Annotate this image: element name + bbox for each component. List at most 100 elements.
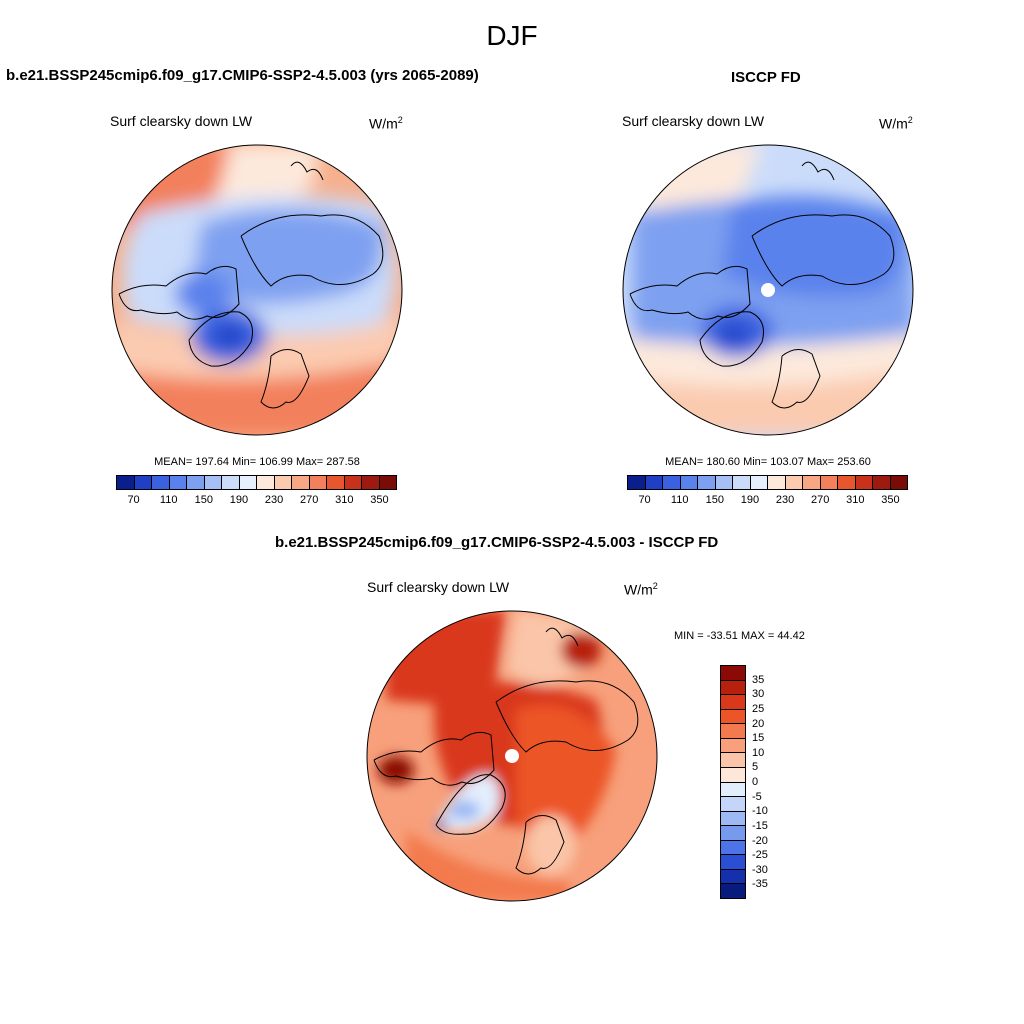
colorbar-tick-label: 70 [638, 494, 651, 506]
panel-diff-title: b.e21.BSSP245cmip6.f09_g17.CMIP6-SSP2-4.… [275, 534, 719, 551]
region-pacific-hotspot [561, 632, 601, 668]
colorbar-tick-label: 230 [775, 494, 795, 506]
colorbar-swatch [292, 476, 310, 489]
region-siberia [722, 196, 904, 297]
panel-model-stats: MEAN= 197.64 Min= 106.99 Max= 287.58 [154, 456, 360, 468]
colorbar-swatch [750, 476, 768, 489]
colorbar-swatch [663, 476, 681, 489]
panel-diff-colorbar-ticks: 35 30 25 20 15 10 5 0 -5 -10 -15 -20 -25 -30 -35 [752, 665, 792, 899]
colorbar-swatch [721, 666, 745, 681]
colorbar-swatch [721, 738, 745, 754]
colorbar-tick-label: 310 [335, 494, 354, 506]
panel-obs-units: W/m2 [879, 115, 913, 132]
colorbar-swatch [768, 476, 786, 489]
colorbar-tick-label: -5 [752, 790, 762, 803]
colorbar-swatch [645, 476, 663, 489]
region-greenland-core [719, 324, 749, 344]
colorbar-tick-label: -35 [752, 878, 768, 891]
colorbar-tick-label: 30 [752, 688, 765, 701]
colorbar-tick-label: 230 [264, 494, 284, 506]
colorbar-tick-label: 20 [752, 717, 765, 730]
colorbar-swatch [733, 476, 751, 489]
region-alaska-hotspot [378, 756, 414, 784]
colorbar-swatch [715, 476, 733, 489]
colorbar-swatch [721, 695, 745, 710]
colorbar-swatch [239, 476, 257, 489]
colorbar-tick-label: 150 [705, 494, 724, 506]
colorbar-swatch [721, 709, 745, 725]
colorbar-tick-label: 110 [159, 494, 178, 506]
colorbar-swatch [721, 855, 745, 870]
map-border [622, 144, 914, 436]
colorbar-tick-label: 270 [300, 494, 319, 506]
coastlines [373, 627, 639, 875]
colorbar-tick-label: 5 [752, 761, 759, 774]
region-canadian-archipelago [175, 272, 231, 316]
colorbar-tick-label: 10 [752, 746, 765, 759]
panel-diff-units: W/m2 [624, 581, 658, 598]
colorbar-swatch [309, 476, 327, 489]
region-greenland-negative [448, 800, 480, 820]
panel-diff-colorbar [720, 665, 746, 899]
panel-diff-stats: MIN = -33.51 MAX = 44.42 [674, 630, 805, 642]
colorbar-tick-label: -20 [752, 834, 768, 847]
colorbar-swatch [680, 476, 698, 489]
panel-diff-variable: Surf clearsky down LW [367, 579, 510, 595]
colorbar-tick-label: 270 [811, 494, 830, 506]
colorbar-tick-label: 350 [370, 494, 389, 506]
colorbar-swatch [721, 782, 745, 798]
colorbar-tick-label: 70 [127, 494, 140, 506]
colorbar-tick-label: 150 [194, 494, 213, 506]
pole-missing-data [505, 749, 519, 763]
colorbar-swatch [721, 811, 745, 827]
region-siberia-canada [191, 209, 383, 304]
panel-model-colorbar: 70 110 150 190 230 270 310 350 [116, 475, 397, 510]
region-bering [506, 611, 596, 690]
colorbar-tick-label: 110 [670, 494, 689, 506]
colorbar-swatch [721, 680, 745, 696]
map-border [111, 144, 403, 436]
panel-obs-title: ISCCP FD [731, 69, 801, 86]
pole-missing-data [761, 283, 775, 297]
colorbar-tick-label: 0 [752, 776, 759, 788]
colorbar-swatch [855, 476, 873, 489]
colorbar-swatch [379, 476, 396, 489]
colorbar-swatch [274, 476, 292, 489]
colorbar-swatch [698, 476, 716, 489]
colorbar-swatch [721, 840, 745, 856]
coastlines [118, 161, 384, 409]
colorbar-tick-label: 35 [752, 673, 765, 686]
colorbar-tick-label: 25 [752, 702, 765, 715]
colorbar-swatch [327, 476, 345, 489]
region-greenland-core [213, 325, 245, 347]
colorbar-tick-label: -30 [752, 863, 768, 876]
colorbar-swatch [344, 476, 362, 489]
colorbar-swatch [721, 797, 745, 812]
panel-diff-map [366, 610, 658, 902]
panel-obs-map [622, 144, 914, 436]
colorbar-swatch [838, 476, 856, 489]
colorbar-swatch [721, 724, 745, 739]
colorbar-swatch [628, 476, 646, 489]
colorbar-swatch [169, 476, 187, 489]
colorbar-swatch [785, 476, 803, 489]
colorbar-swatch [721, 753, 745, 768]
colorbar-swatch [117, 476, 135, 489]
colorbar-swatch [152, 476, 170, 489]
colorbar-swatch [362, 476, 380, 489]
colorbar-swatch [721, 869, 745, 885]
panel-model-map [111, 144, 403, 436]
colorbar-swatch [204, 476, 222, 489]
colorbar-swatch [134, 476, 152, 489]
colorbar-tick-label: -15 [752, 819, 768, 832]
panel-model-variable: Surf clearsky down LW [110, 113, 253, 129]
panel-obs-stats: MEAN= 180.60 Min= 103.07 Max= 253.60 [665, 456, 871, 468]
colorbar-swatch [890, 476, 907, 489]
panel-model-units: W/m2 [369, 115, 403, 132]
region-scandinavia [526, 815, 576, 875]
colorbar-tick-label: 190 [740, 494, 760, 506]
colorbar-swatch [721, 884, 745, 898]
colorbar-swatch [257, 476, 275, 489]
colorbar-tick-label: 190 [229, 494, 249, 506]
colorbar-swatch [222, 476, 240, 489]
